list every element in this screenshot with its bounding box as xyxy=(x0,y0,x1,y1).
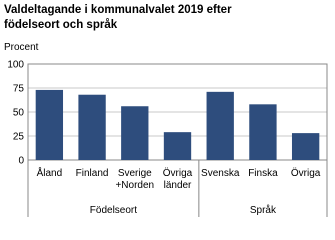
group-label: Födelseort xyxy=(90,205,137,216)
bar xyxy=(291,133,320,160)
chart: Valdeltagande i kommunalvalet 2019 efter… xyxy=(4,4,328,217)
page: Valdeltagande i kommunalvalet 2019 efter… xyxy=(4,4,328,217)
y-axis-label: Procent xyxy=(4,42,39,53)
bar xyxy=(206,91,234,160)
x-tick-label: Svenska xyxy=(201,168,240,179)
x-tick-label: Åland xyxy=(37,166,63,179)
bar xyxy=(35,89,64,160)
x-tick-label: Finland xyxy=(76,168,109,179)
x-tick-label: Finska xyxy=(248,168,278,179)
bar xyxy=(163,132,192,160)
y-tick-label: 0 xyxy=(18,156,24,167)
x-tick-label: Övriga länder xyxy=(163,167,193,191)
y-tick-label: 25 xyxy=(13,132,25,143)
group-label: Språk xyxy=(250,204,277,216)
y-tick-label: 75 xyxy=(13,84,25,95)
y-tick-label: 100 xyxy=(7,60,24,71)
bar xyxy=(121,106,149,160)
x-tick-label: Övriga xyxy=(291,167,321,179)
bar xyxy=(78,94,106,160)
chart-title: Valdeltagande i kommunalvalet 2019 efter… xyxy=(4,4,232,31)
y-tick-label: 50 xyxy=(13,108,25,119)
bar xyxy=(249,104,277,160)
x-tick-label: Sverige +Norden xyxy=(115,168,154,191)
